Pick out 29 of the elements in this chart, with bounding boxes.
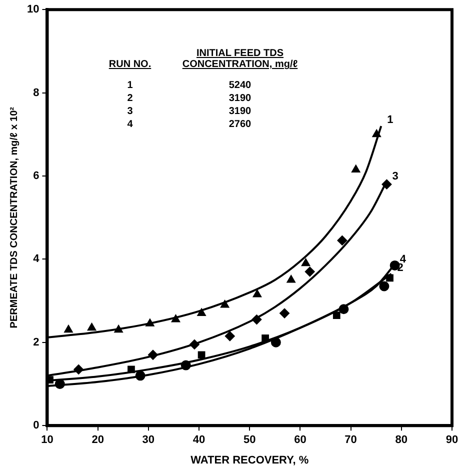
x-tick-label: 50 bbox=[243, 434, 256, 446]
x-tick-label: 40 bbox=[192, 434, 206, 446]
annotation: 1 bbox=[126, 80, 134, 91]
x-tick-label: 90 bbox=[446, 434, 458, 446]
annotation: 3190 bbox=[228, 106, 252, 117]
x-tick-label: 80 bbox=[395, 434, 408, 446]
y-tick-label: 2 bbox=[33, 336, 40, 348]
y-tick-label: 6 bbox=[33, 170, 40, 182]
annotation: INITIAL FEED TDS CONCENTRATION, mg/ℓ bbox=[181, 48, 299, 70]
x-axis-title: WATER RECOVERY, % bbox=[190, 454, 309, 466]
x-tick-label: 10 bbox=[41, 434, 54, 446]
annotation: RUN NO. bbox=[108, 59, 152, 70]
x-tick-label: 70 bbox=[344, 434, 357, 446]
x-tick-label: 20 bbox=[92, 434, 104, 446]
y-tick-label: 0 bbox=[33, 420, 40, 432]
annotation: 2760 bbox=[228, 119, 252, 130]
annotation: 5240 bbox=[228, 80, 252, 91]
annotation: 2 bbox=[126, 93, 134, 104]
annotation: 3190 bbox=[228, 93, 252, 104]
annotation: 3 bbox=[126, 106, 134, 117]
y-axis-title: PERMEATE TDS CONCENTRATION, mg/ℓ x 10² bbox=[8, 106, 20, 328]
y-tick-label: 4 bbox=[33, 253, 40, 266]
annotation: 4 bbox=[126, 119, 134, 130]
y-tick-label: 8 bbox=[33, 86, 40, 99]
series-label: 1 bbox=[387, 114, 394, 126]
x-tick-label: 60 bbox=[294, 434, 306, 446]
y-tick-label: 10 bbox=[26, 4, 40, 16]
series-label: 3 bbox=[392, 170, 398, 182]
x-tick-label: 30 bbox=[142, 434, 155, 446]
